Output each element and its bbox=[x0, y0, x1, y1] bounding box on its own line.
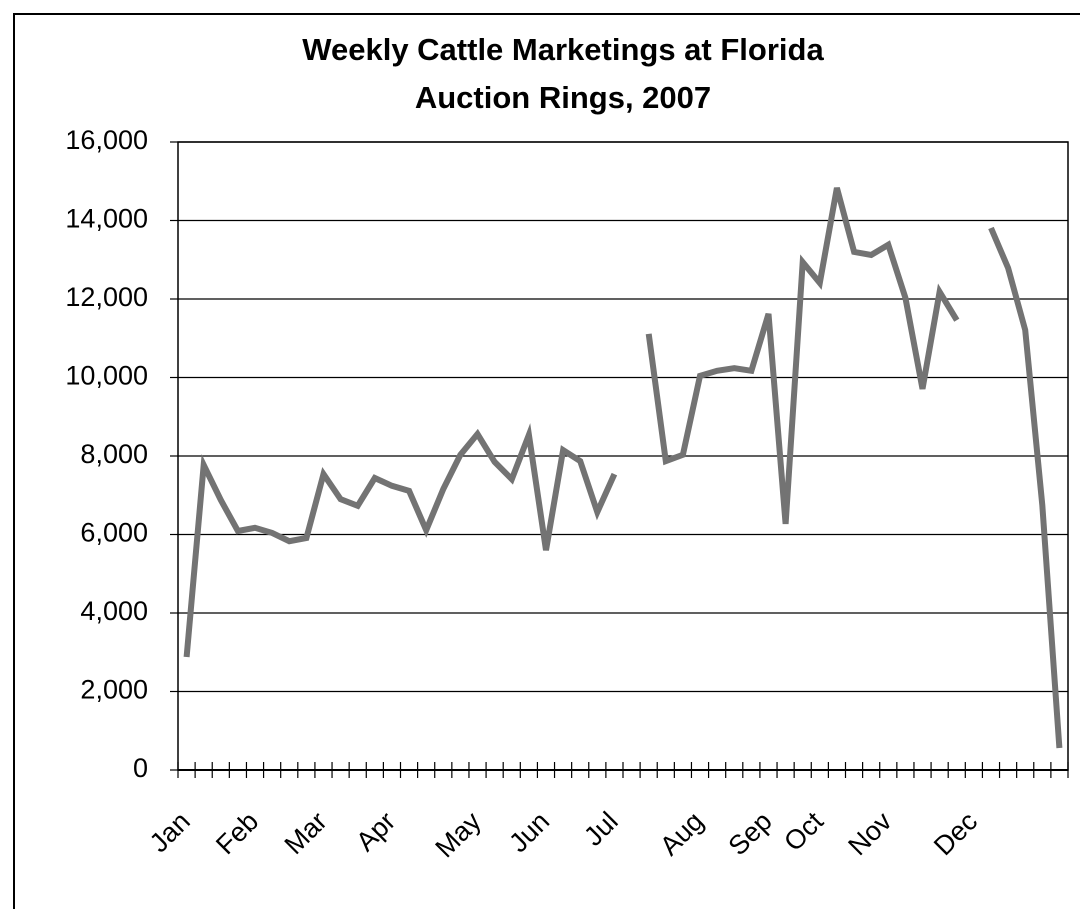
y-tick-label: 14,000 bbox=[65, 204, 148, 234]
y-tick-label: 10,000 bbox=[65, 361, 148, 391]
data-line bbox=[183, 187, 1063, 749]
y-tick-label: 16,000 bbox=[65, 125, 148, 155]
y-tick-label: 2,000 bbox=[80, 675, 148, 705]
y-tick-label: 12,000 bbox=[65, 282, 148, 312]
y-tick-label: 0 bbox=[133, 753, 148, 783]
y-tick-label: 8,000 bbox=[80, 439, 148, 469]
chart-frame bbox=[13, 13, 1080, 909]
chart-title: Weekly Cattle Marketings at Florida Aucti… bbox=[302, 32, 824, 115]
y-tick-label: 6,000 bbox=[80, 518, 148, 548]
y-tick-label: 4,000 bbox=[80, 596, 148, 626]
